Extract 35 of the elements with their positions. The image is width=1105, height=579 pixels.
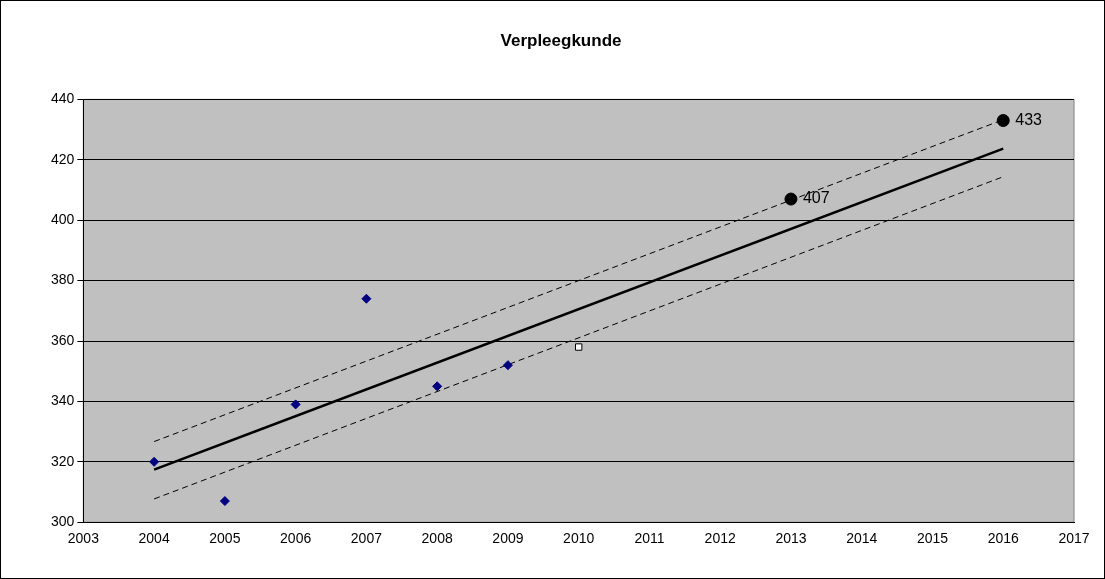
- x-tick-label: 2008: [421, 530, 453, 547]
- x-tick-label: 2016: [987, 530, 1020, 547]
- point: [290, 399, 301, 410]
- x-tick-label: 2006: [280, 530, 312, 547]
- x-tick-label: 2005: [209, 530, 241, 547]
- chart-title: Verpleegkunde: [500, 30, 622, 50]
- x-tick-label: 2011: [634, 530, 665, 547]
- y-tick-label: 380: [51, 271, 75, 288]
- point: [149, 456, 160, 467]
- point: [784, 192, 798, 206]
- point: [502, 360, 513, 371]
- point: [219, 496, 230, 507]
- x-tick-label: 2007: [350, 530, 383, 547]
- y-tick-label: 300: [51, 513, 75, 530]
- x-tick-label: 2010: [563, 530, 595, 547]
- x-tick-label: 2015: [916, 530, 949, 547]
- x-tick-label: 2004: [138, 530, 170, 547]
- point: [996, 114, 1010, 128]
- point: [575, 343, 583, 351]
- x-tick-label: 2017: [1058, 530, 1090, 547]
- y-tick-label: 400: [51, 211, 75, 228]
- y-tick-label: 420: [51, 150, 75, 167]
- data-label: 407: [802, 189, 830, 207]
- x-tick-label: 2013: [775, 530, 807, 547]
- y-tick-label: 440: [51, 90, 75, 107]
- x-tick-label: 2009: [492, 530, 524, 547]
- point: [432, 381, 443, 392]
- y-tick-label: 340: [51, 392, 75, 409]
- y-tick-label: 360: [51, 331, 75, 348]
- x-tick-label: 2014: [846, 530, 878, 547]
- x-tick-label: 2003: [67, 530, 100, 547]
- point: [361, 293, 372, 304]
- x-tick-label: 2012: [704, 530, 736, 547]
- data-label: 433: [1015, 110, 1043, 128]
- y-tick-label: 320: [51, 452, 75, 469]
